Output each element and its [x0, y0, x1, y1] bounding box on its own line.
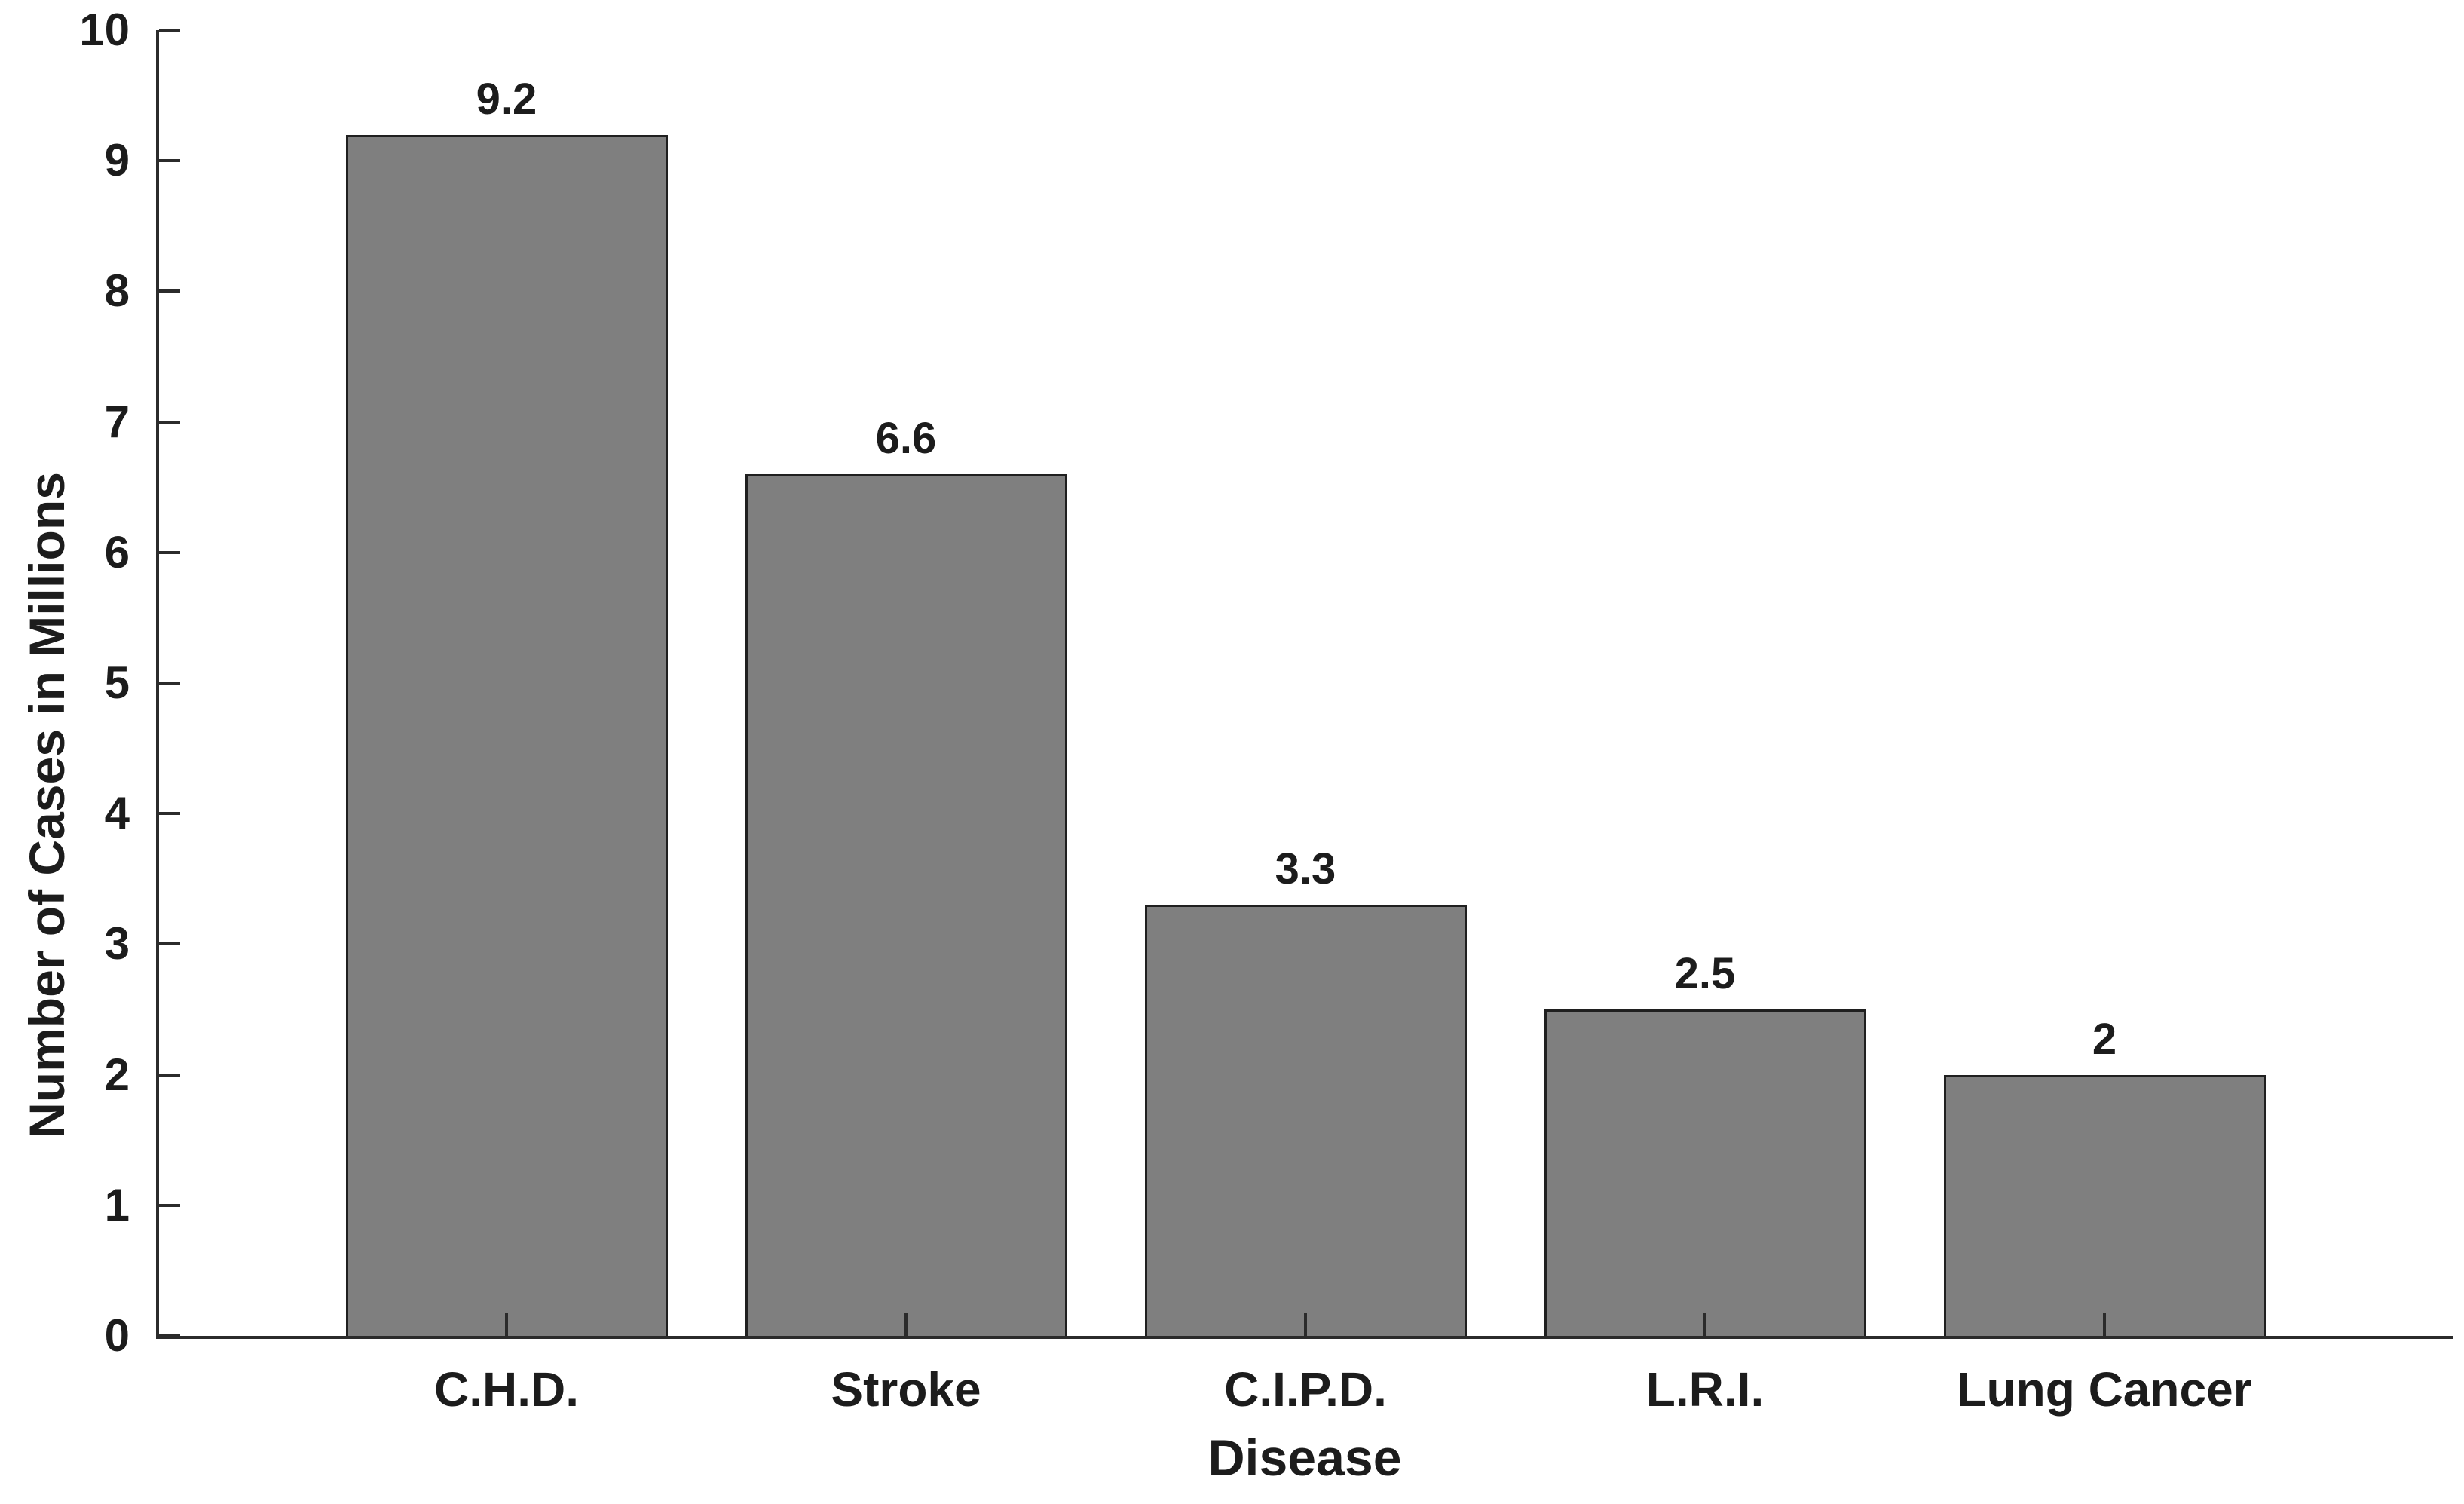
y-tick: [159, 550, 180, 554]
y-tick: [159, 29, 180, 32]
y-axis-line: [156, 30, 159, 1336]
x-tick: [1304, 1313, 1307, 1336]
x-tick: [2103, 1313, 2106, 1336]
y-tick-label: 1: [104, 1179, 130, 1230]
y-tick-label: 7: [104, 396, 130, 447]
x-axis-line: [156, 1336, 2453, 1339]
bar: [745, 473, 1067, 1336]
y-tick: [159, 1334, 180, 1337]
bar-value-label: 2: [2092, 1014, 2117, 1064]
x-category-label: C.I.P.D.: [1224, 1362, 1387, 1417]
plot-area: 9.2 6.6 3.3 2.5 2: [156, 29, 2453, 1339]
x-tick: [904, 1313, 908, 1336]
y-tick-label: 2: [104, 1049, 130, 1100]
y-tick-label: 5: [104, 657, 130, 708]
y-tick: [159, 942, 180, 946]
bar: [345, 134, 668, 1336]
x-category-label: Lung Cancer: [1957, 1362, 2252, 1417]
y-tick: [159, 682, 180, 685]
y-tick: [159, 1203, 180, 1207]
x-category-label: Stroke: [831, 1362, 981, 1417]
bar: [1943, 1074, 2266, 1336]
y-tick-label: 4: [104, 788, 130, 839]
bar-value-label: 2.5: [1674, 949, 1736, 998]
y-tick: [159, 289, 180, 293]
y-tick: [159, 159, 180, 163]
x-axis-title: Disease: [1208, 1429, 1402, 1487]
x-tick: [505, 1313, 508, 1336]
bar: [1144, 905, 1467, 1336]
y-tick-label: 6: [104, 526, 130, 577]
y-tick-label: 8: [104, 265, 130, 317]
y-tick-label: 0: [104, 1310, 130, 1361]
bar-value-label: 9.2: [476, 74, 537, 124]
x-category-label: C.H.D.: [434, 1362, 579, 1417]
y-tick: [159, 1073, 180, 1077]
y-tick: [159, 812, 180, 816]
y-tick-label: 9: [104, 135, 130, 186]
y-tick: [159, 420, 180, 424]
y-tick-label: 3: [104, 918, 130, 969]
bar-value-label: 3.3: [1275, 844, 1336, 894]
x-tick: [1703, 1313, 1706, 1336]
y-tick-label: 10: [79, 5, 130, 55]
bar-value-label: 6.6: [875, 413, 937, 463]
x-category-label: L.R.I.: [1645, 1362, 1765, 1417]
bar: [1544, 1009, 1866, 1336]
